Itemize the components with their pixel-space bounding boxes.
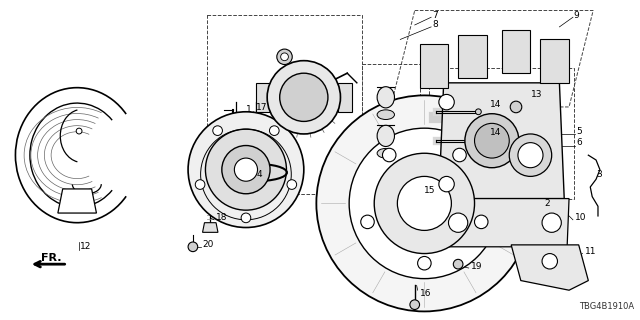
Text: 6: 6 <box>577 138 582 147</box>
Text: 8: 8 <box>432 20 438 29</box>
Circle shape <box>241 213 251 223</box>
Text: 3: 3 <box>596 170 602 179</box>
Polygon shape <box>202 223 218 232</box>
Polygon shape <box>58 189 97 213</box>
Circle shape <box>542 253 557 269</box>
Text: 10: 10 <box>575 213 586 222</box>
Circle shape <box>374 153 474 253</box>
Text: 18: 18 <box>216 213 228 222</box>
Polygon shape <box>458 35 487 78</box>
Polygon shape <box>439 83 564 199</box>
Circle shape <box>277 49 292 65</box>
Circle shape <box>453 259 463 269</box>
Circle shape <box>212 126 223 135</box>
Bar <box>255 83 270 112</box>
Circle shape <box>518 143 543 168</box>
Circle shape <box>205 129 287 210</box>
Text: 11: 11 <box>586 247 597 256</box>
Circle shape <box>418 256 431 270</box>
Circle shape <box>452 148 467 162</box>
Text: 5: 5 <box>577 127 582 136</box>
Text: 9: 9 <box>574 11 580 20</box>
Circle shape <box>195 180 205 189</box>
Circle shape <box>449 213 468 232</box>
Circle shape <box>188 112 304 228</box>
Text: TBG4B1910A: TBG4B1910A <box>579 302 634 311</box>
Circle shape <box>188 242 198 252</box>
Circle shape <box>316 95 532 311</box>
Ellipse shape <box>377 148 394 158</box>
Bar <box>337 83 352 112</box>
Text: 15: 15 <box>424 186 436 196</box>
Circle shape <box>474 215 488 228</box>
Circle shape <box>269 126 279 135</box>
Circle shape <box>222 146 270 194</box>
Circle shape <box>76 128 82 134</box>
Text: 7: 7 <box>432 11 438 20</box>
Circle shape <box>234 158 257 181</box>
Text: 2: 2 <box>544 199 550 208</box>
Circle shape <box>439 176 454 192</box>
Circle shape <box>349 128 500 279</box>
Circle shape <box>476 109 481 115</box>
Circle shape <box>281 53 289 61</box>
Circle shape <box>510 101 522 113</box>
Circle shape <box>383 148 396 162</box>
Circle shape <box>509 134 552 176</box>
Text: 14: 14 <box>490 129 501 138</box>
Text: 17: 17 <box>255 103 267 112</box>
Text: FR.: FR. <box>40 253 61 263</box>
Text: 13: 13 <box>531 90 542 99</box>
Circle shape <box>267 61 340 134</box>
Circle shape <box>397 176 451 230</box>
Ellipse shape <box>377 125 394 147</box>
Polygon shape <box>502 30 531 73</box>
Circle shape <box>361 215 374 228</box>
Circle shape <box>465 114 519 168</box>
Ellipse shape <box>377 87 394 108</box>
Ellipse shape <box>377 110 394 119</box>
Circle shape <box>542 213 561 232</box>
Circle shape <box>474 123 509 158</box>
Circle shape <box>280 73 328 121</box>
Text: 16: 16 <box>420 289 431 298</box>
Circle shape <box>287 180 296 189</box>
Text: 12: 12 <box>80 242 92 251</box>
Bar <box>227 162 248 179</box>
Polygon shape <box>540 39 569 83</box>
Circle shape <box>439 94 454 110</box>
Polygon shape <box>442 199 569 247</box>
Polygon shape <box>420 44 449 88</box>
Text: 14: 14 <box>490 100 501 108</box>
Text: 19: 19 <box>470 261 482 271</box>
Text: 20: 20 <box>202 240 214 249</box>
Text: 1: 1 <box>246 105 252 114</box>
Text: 4: 4 <box>257 170 262 179</box>
Polygon shape <box>511 245 588 290</box>
Circle shape <box>476 138 481 144</box>
Circle shape <box>410 300 420 309</box>
